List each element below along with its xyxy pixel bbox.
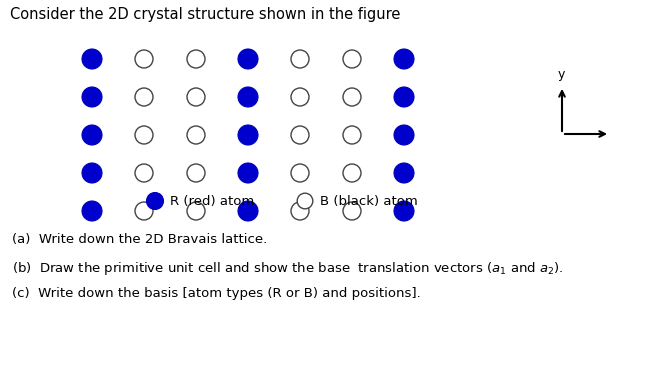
Circle shape (238, 87, 258, 107)
Text: y: y (558, 68, 565, 81)
Text: (c)  Write down the basis [atom types (R or B) and positions].: (c) Write down the basis [atom types (R … (12, 287, 420, 300)
Circle shape (394, 49, 414, 69)
Circle shape (238, 125, 258, 145)
Circle shape (135, 126, 153, 144)
Circle shape (238, 201, 258, 221)
Circle shape (82, 49, 102, 69)
Circle shape (135, 202, 153, 220)
Circle shape (343, 50, 361, 68)
Circle shape (343, 202, 361, 220)
Text: (a)  Write down the 2D Bravais lattice.: (a) Write down the 2D Bravais lattice. (12, 233, 267, 246)
Circle shape (135, 164, 153, 182)
Text: (b)  Draw the primitive unit cell and show the base  translation vectors ($\math: (b) Draw the primitive unit cell and sho… (12, 260, 564, 277)
Circle shape (291, 202, 309, 220)
Circle shape (82, 163, 102, 183)
Circle shape (343, 164, 361, 182)
Circle shape (238, 49, 258, 69)
Circle shape (291, 88, 309, 106)
Circle shape (291, 164, 309, 182)
Circle shape (135, 88, 153, 106)
Circle shape (187, 202, 205, 220)
Circle shape (394, 125, 414, 145)
Circle shape (291, 50, 309, 68)
Circle shape (291, 126, 309, 144)
Circle shape (394, 163, 414, 183)
Circle shape (238, 163, 258, 183)
Circle shape (343, 88, 361, 106)
Circle shape (187, 88, 205, 106)
Circle shape (135, 50, 153, 68)
Circle shape (187, 164, 205, 182)
Circle shape (82, 125, 102, 145)
Circle shape (82, 201, 102, 221)
Circle shape (82, 87, 102, 107)
Circle shape (394, 87, 414, 107)
Circle shape (343, 126, 361, 144)
Text: B (black) atom: B (black) atom (321, 194, 419, 207)
Text: Consider the 2D crystal structure shown in the figure: Consider the 2D crystal structure shown … (10, 7, 400, 22)
Circle shape (187, 50, 205, 68)
Text: R (red) atom: R (red) atom (171, 194, 255, 207)
Circle shape (187, 126, 205, 144)
Circle shape (394, 201, 414, 221)
Circle shape (297, 193, 313, 209)
Circle shape (146, 193, 163, 210)
